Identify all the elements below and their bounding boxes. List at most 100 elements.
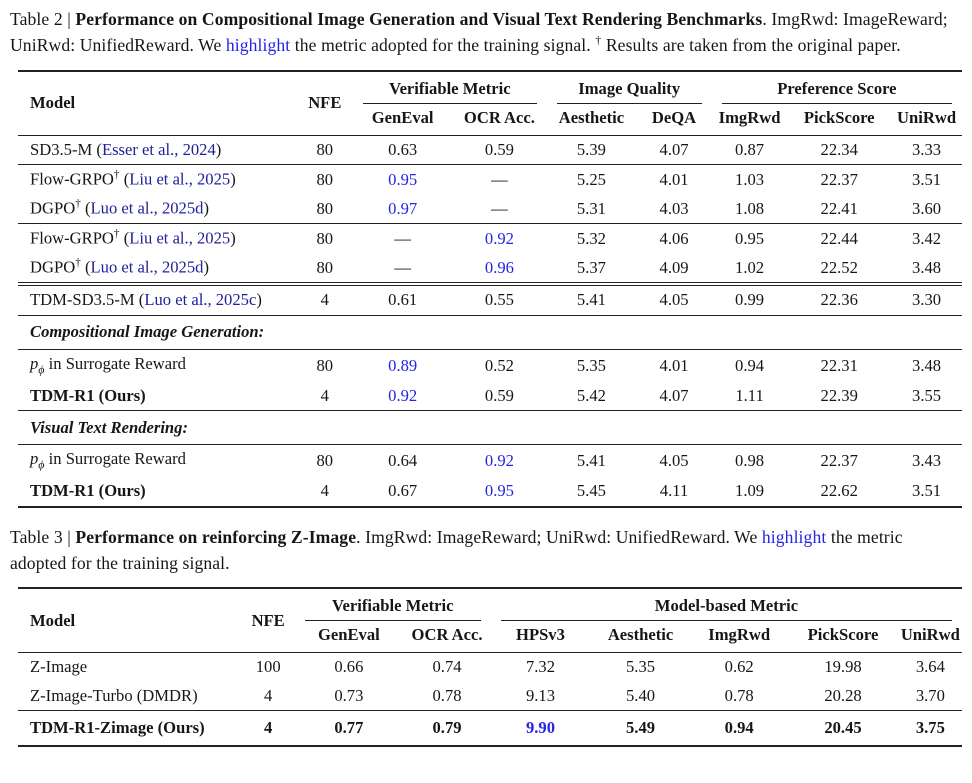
metric-cell: 19.98 xyxy=(824,657,862,677)
col-header: Aesthetic xyxy=(607,625,674,645)
col-group-label: Verifiable Metric xyxy=(363,79,537,104)
caption-separator: | xyxy=(62,526,76,547)
metric-cell: 0.66 xyxy=(334,657,364,677)
section-header-row: Compositional Image Generation: xyxy=(18,315,962,349)
row-group: Flow-GRPO† (Liu et al., 2025) 80 0.95 — 5.25… xyxy=(18,164,962,224)
model-cell: pϕ in Surrogate Reward xyxy=(30,449,186,472)
metric-cell: 4.03 xyxy=(659,198,689,218)
col-header: UniRwd xyxy=(900,625,960,645)
model-cell: TDM-SD3.5-M (Luo et al., 2025c) xyxy=(30,290,262,310)
col-header-nfe: NFE xyxy=(308,93,342,113)
header-group-row: Model NFE Verifiable Metric Model-based Met… xyxy=(18,588,962,630)
metric-cell: 4.07 xyxy=(659,139,689,159)
section-label: Compositional Image Generation: xyxy=(30,322,265,342)
metric-cell: 20.28 xyxy=(824,685,862,705)
citation-link[interactable]: Esser et al., 2024 xyxy=(101,139,216,159)
metric-cell: 0.73 xyxy=(334,685,364,705)
model-name: SD3.5-M xyxy=(30,139,93,159)
metric-cell: 5.39 xyxy=(576,139,606,159)
metric-cell: 4.06 xyxy=(659,228,689,248)
model-cell: TDM-R1 (Ours) xyxy=(18,477,296,507)
nfe-cell: 4 xyxy=(320,290,329,310)
metric-cell: 9.90 xyxy=(525,718,555,738)
metric-cell: 5.41 xyxy=(576,450,606,470)
metric-cell: 0.94 xyxy=(724,718,754,738)
metric-cell: 0.77 xyxy=(334,718,364,738)
caption-tail: the metric adopted for the training sign… xyxy=(10,526,903,573)
table-row: TDM-R1 (Ours) 4 0.92 0.59 5.42 4.07 1.11 22.39 3… xyxy=(18,382,962,411)
citation-link[interactable]: Luo et al., 2025c xyxy=(144,290,257,310)
nfe-cell: 80 xyxy=(316,198,334,218)
col-header-nfe: NFE xyxy=(251,610,285,630)
model-name: TDM-R1 (Ours) xyxy=(30,385,146,405)
citation-link[interactable]: Luo et al., 2025d xyxy=(90,198,204,218)
col-group-label: Preference Score xyxy=(721,79,952,104)
table-row: SD3.5-M (Esser et al., 2024) 80 0.63 0.59 5.… xyxy=(18,135,962,165)
row-group: Flow-GRPO† (Liu et al., 2025) 80 — 0.92 5.32… xyxy=(18,223,962,285)
metric-cell: 22.31 xyxy=(820,355,858,375)
table-header: Model NFE Verifiable Metric Model-based Met… xyxy=(18,588,962,653)
metric-cell: 22.41 xyxy=(820,198,858,218)
metric-cell: 0.92 xyxy=(484,228,514,248)
metric-cell: 3.48 xyxy=(912,257,942,277)
dagger-note: Results are taken from the original pape… xyxy=(601,35,901,56)
citation-link[interactable]: Luo et al., 2025d xyxy=(90,257,204,277)
metric-cell: 3.64 xyxy=(915,657,945,677)
row-group: pϕ in Surrogate Reward 80 0.64 0.92 5.41 4.05… xyxy=(18,444,962,507)
citation-link[interactable]: Liu et al., 2025 xyxy=(129,169,231,189)
metric-cell: 0.95 xyxy=(735,228,765,248)
model-cell: Z-Image xyxy=(18,653,242,682)
model-name: Flow-GRPO xyxy=(30,228,114,248)
metric-cell: 3.55 xyxy=(912,385,942,405)
caption-separator: | xyxy=(62,9,76,29)
metric-cell: 0.79 xyxy=(432,718,462,738)
row-group: TDM-SD3.5-M (Luo et al., 2025c) 4 0.61 0.55… xyxy=(18,284,962,315)
col-header-model: Model xyxy=(30,93,76,113)
nfe-cell: 80 xyxy=(316,139,334,159)
metric-cell: 1.02 xyxy=(735,257,765,277)
metric-cell: 3.75 xyxy=(915,718,945,738)
metric-cell: 0.52 xyxy=(484,355,514,375)
table-row: TDM-R1 (Ours) 4 0.67 0.95 5.45 4.11 1.09 22.62 3… xyxy=(18,477,962,507)
nfe-cell: 80 xyxy=(316,450,334,470)
model-cell: Z-Image-Turbo (DMDR) xyxy=(18,682,242,711)
caption-mid: . ImgRwd: ImageReward; UniRwd: UnifiedRe… xyxy=(356,526,762,547)
metric-cell: 22.52 xyxy=(820,257,858,277)
header-group-row: Model NFE Verifiable Metric Image Quality Pr… xyxy=(18,71,962,112)
metric-cell: 22.37 xyxy=(820,169,858,189)
col-group-header: Image Quality xyxy=(547,71,712,104)
metric-cell: 3.30 xyxy=(912,290,942,310)
metric-cell: 4.07 xyxy=(659,385,689,405)
metric-cell: 5.25 xyxy=(576,169,606,189)
row-group: TDM-R1-Zimage (Ours) 4 0.77 0.79 9.90 5.49 0.9… xyxy=(18,710,962,747)
metric-cell: 5.41 xyxy=(576,290,606,310)
section-body: Visual Text Rendering: xyxy=(18,410,962,445)
metric-cell: 0.78 xyxy=(432,685,462,705)
header-sub-row: GenEval OCR Acc. Aesthetic DeQA ImgRwd PickSc… xyxy=(18,104,962,136)
col-header: HPSv3 xyxy=(516,625,565,645)
table2-caption: Table 2 | Performance on Compositional I… xyxy=(10,6,958,59)
nfe-cell: 4 xyxy=(264,718,273,738)
caption-mid: . ImgRwd: ImageReward; UniRwd: UnifiedRe… xyxy=(10,9,948,56)
citation-link[interactable]: Liu et al., 2025 xyxy=(129,228,231,248)
nfe-cell: 80 xyxy=(316,355,334,375)
caption-title: Performance on Compositional Image Gener… xyxy=(75,9,763,29)
metric-cell: 0.98 xyxy=(735,450,765,470)
model-name: TDM-R1 (Ours) xyxy=(30,481,146,501)
col-group-label: Verifiable Metric xyxy=(304,596,481,622)
model-name: TDM-SD3.5-M xyxy=(30,290,135,310)
model-cell: Flow-GRPO† (Liu et al., 2025) xyxy=(30,169,236,189)
metric-cell: 1.11 xyxy=(735,385,764,405)
metric-cell: 5.49 xyxy=(626,718,656,738)
metric-cell: 4.01 xyxy=(659,355,689,375)
metric-cell: 3.48 xyxy=(912,355,942,375)
metric-cell: 9.13 xyxy=(525,685,555,705)
metric-cell: 5.42 xyxy=(576,385,606,405)
col-header: ImgRwd xyxy=(718,107,781,127)
col-header: PickScore xyxy=(803,107,875,127)
header-sub-row: GenEval OCR Acc. HPSv3 Aesthetic ImgRwd PickS… xyxy=(18,621,962,653)
model-cell: TDM-R1-Zimage (Ours) xyxy=(18,711,242,747)
col-group-header: Model-based Metric xyxy=(491,588,962,622)
metric-cell: 5.32 xyxy=(576,228,606,248)
metric-cell: 0.97 xyxy=(388,198,418,218)
